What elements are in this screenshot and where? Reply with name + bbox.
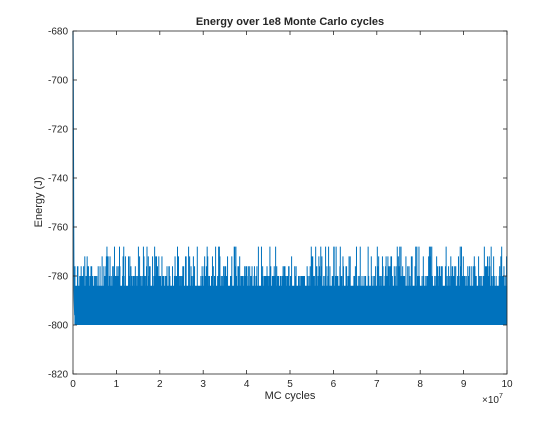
x-tick-label: 5 [287, 379, 293, 390]
x-axis-label: MC cycles [265, 390, 316, 402]
chart-title: Energy over 1e8 Monte Carlo cycles [196, 16, 384, 28]
x-tick-label: 10 [501, 379, 513, 390]
x-axis-ticks: 0 1 2 3 4 5 6 7 8 9 10 [70, 31, 513, 390]
x-tick-label: 3 [200, 379, 206, 390]
x-tick-label: 1 [114, 379, 120, 390]
y-tick-label: -740 [48, 174, 68, 185]
x-axis-exponent-power: 7 [499, 393, 503, 400]
x-tick-label: 9 [461, 379, 467, 390]
y-tick-label: -780 [48, 272, 68, 283]
x-tick-label: 7 [374, 379, 380, 390]
x-tick-label: 2 [157, 379, 163, 390]
y-axis-ticks: -820 -800 -780 -760 -740 -720 -700 -680 [48, 27, 507, 381]
y-axis-label: Energy (J) [33, 177, 45, 228]
x-axis-exponent: ×107 [482, 393, 503, 406]
x-axis-exponent-base: ×10 [482, 395, 499, 406]
plot-area [72, 30, 508, 375]
x-tick-label: 6 [331, 379, 337, 390]
x-tick-label: 0 [70, 379, 76, 390]
y-tick-label: -720 [48, 125, 68, 136]
x-tick-label: 4 [244, 379, 250, 390]
y-tick-label: -760 [48, 223, 68, 234]
x-tick-label: 8 [417, 379, 423, 390]
y-tick-label: -680 [48, 27, 68, 38]
y-tick-label: -820 [48, 370, 68, 381]
series-fluctuations [74, 246, 508, 325]
y-tick-label: -800 [48, 321, 68, 332]
y-tick-label: -700 [48, 76, 68, 87]
